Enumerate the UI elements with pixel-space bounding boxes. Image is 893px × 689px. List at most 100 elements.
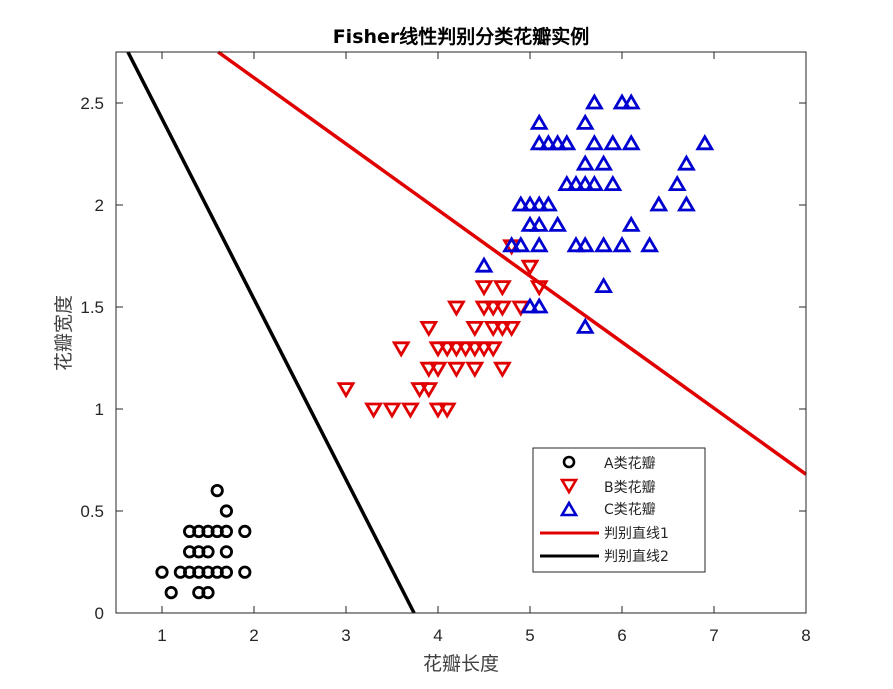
x-tick-label: 1 <box>157 626 166 645</box>
marker-triangle-down <box>474 280 494 297</box>
marker-triangle-down <box>428 341 448 358</box>
marker-triangle-down <box>520 259 540 276</box>
marker-triangle-down <box>364 402 384 419</box>
y-tick-label: 2.5 <box>80 94 104 113</box>
marker-triangle-down <box>483 341 503 358</box>
marker-triangle-down <box>382 402 402 419</box>
x-tick-label: 8 <box>801 626 810 645</box>
marker-triangle-up <box>529 236 549 253</box>
marker-triangle-up <box>538 195 558 212</box>
marker-triangle-up <box>649 195 669 212</box>
marker-triangle-down <box>502 321 522 338</box>
marker-triangle-up <box>612 236 632 253</box>
marker-triangle-up <box>575 154 595 171</box>
legend-label-c: C类花瓣 <box>604 502 656 518</box>
marker-triangle-up <box>566 236 586 253</box>
marker-triangle-down <box>474 341 494 358</box>
marker-triangle-up <box>640 236 660 253</box>
marker-triangle-up <box>594 276 614 293</box>
x-tick-label: 7 <box>709 626 718 645</box>
legend: A类花瓣 B类花瓣 C类花瓣 判别直线1 判别直线2 <box>532 447 706 573</box>
marker-triangle-down <box>446 361 466 378</box>
data-points <box>155 93 715 600</box>
marker-triangle-up <box>575 113 595 130</box>
marker-triangle-up <box>566 174 586 191</box>
marker-circle <box>164 585 178 600</box>
marker-circle <box>201 585 215 600</box>
marker-triangle-up <box>575 174 595 191</box>
x-tick-label: 3 <box>341 626 350 645</box>
marker-triangle-up <box>529 134 549 151</box>
marker-triangle-up <box>575 317 595 334</box>
x-tick-label: 5 <box>525 626 534 645</box>
marker-triangle-down <box>400 402 420 419</box>
marker-triangle-up <box>548 134 568 151</box>
x-axis-label: 花瓣长度 <box>423 653 499 675</box>
marker-circle <box>219 524 233 539</box>
discriminant-lines <box>126 50 808 614</box>
marker-triangle-down <box>492 300 512 317</box>
marker-triangle-up <box>621 134 641 151</box>
y-axis-label: 花瓣宽度 <box>53 295 75 371</box>
marker-triangle-up <box>529 113 549 130</box>
chart-title: Fisher线性判别分类花瓣实例 <box>333 25 590 48</box>
legend-label-line2: 判别直线2 <box>604 548 669 565</box>
marker-triangle-up <box>584 134 604 151</box>
y-tick-label: 1 <box>95 400 104 419</box>
marker-triangle-up <box>612 93 632 110</box>
marker-triangle-up <box>538 134 558 151</box>
legend-circle-icon <box>562 455 576 469</box>
marker-triangle-up <box>520 195 540 212</box>
marker-triangle-down <box>437 402 457 419</box>
marker-triangle-down <box>465 321 485 338</box>
marker-circle <box>219 545 233 559</box>
marker-triangle-up <box>603 134 623 151</box>
y-tick-label: 1.5 <box>80 298 104 317</box>
marker-triangle-down <box>391 341 411 358</box>
marker-triangle-down <box>419 382 439 399</box>
marker-triangle-up <box>511 236 531 253</box>
marker-triangle-up <box>575 236 595 253</box>
marker-triangle-down <box>465 361 485 378</box>
marker-circle <box>219 504 233 518</box>
marker-triangle-up <box>511 195 531 212</box>
marker-triangle-up <box>621 93 641 110</box>
legend-box <box>532 447 706 573</box>
marker-triangle-down <box>419 361 439 378</box>
legend-triangle-up-icon <box>559 500 579 517</box>
marker-triangle-up <box>594 154 614 171</box>
marker-triangle-up <box>474 256 494 273</box>
marker-triangle-up <box>529 297 549 314</box>
legend-label-a: A类花瓣 <box>604 456 656 472</box>
axes-frame <box>115 51 807 614</box>
marker-triangle-down <box>419 321 439 338</box>
marker-triangle-down <box>483 300 503 317</box>
marker-circle <box>219 565 233 579</box>
marker-triangle-up <box>557 134 577 151</box>
marker-triangle-up <box>667 174 687 191</box>
legend-triangle-down-icon <box>559 478 579 495</box>
y-tick-label: 0 <box>95 604 104 623</box>
marker-triangle-down <box>336 382 356 399</box>
marker-triangle-up <box>621 215 641 232</box>
marker-triangle-up <box>676 154 696 171</box>
marker-triangle-up <box>594 236 614 253</box>
discriminant-line <box>217 50 808 476</box>
marker-triangle-up <box>695 134 715 151</box>
marker-triangle-up <box>548 215 568 232</box>
marker-triangle-down <box>492 280 512 297</box>
x-tick-label: 4 <box>433 626 442 645</box>
marker-triangle-down <box>529 280 549 297</box>
marker-triangle-up <box>584 93 604 110</box>
marker-circle <box>238 524 252 539</box>
marker-triangle-down <box>456 341 476 358</box>
marker-triangle-down <box>446 300 466 317</box>
x-tick-label: 2 <box>249 626 258 645</box>
marker-triangle-up <box>557 174 577 191</box>
legend-label-b: B类花瓣 <box>604 480 656 496</box>
marker-triangle-up <box>502 236 522 253</box>
marker-circle <box>201 545 215 559</box>
marker-circle <box>210 483 224 498</box>
marker-triangle-down <box>410 382 430 399</box>
marker-triangle-down <box>428 402 448 419</box>
